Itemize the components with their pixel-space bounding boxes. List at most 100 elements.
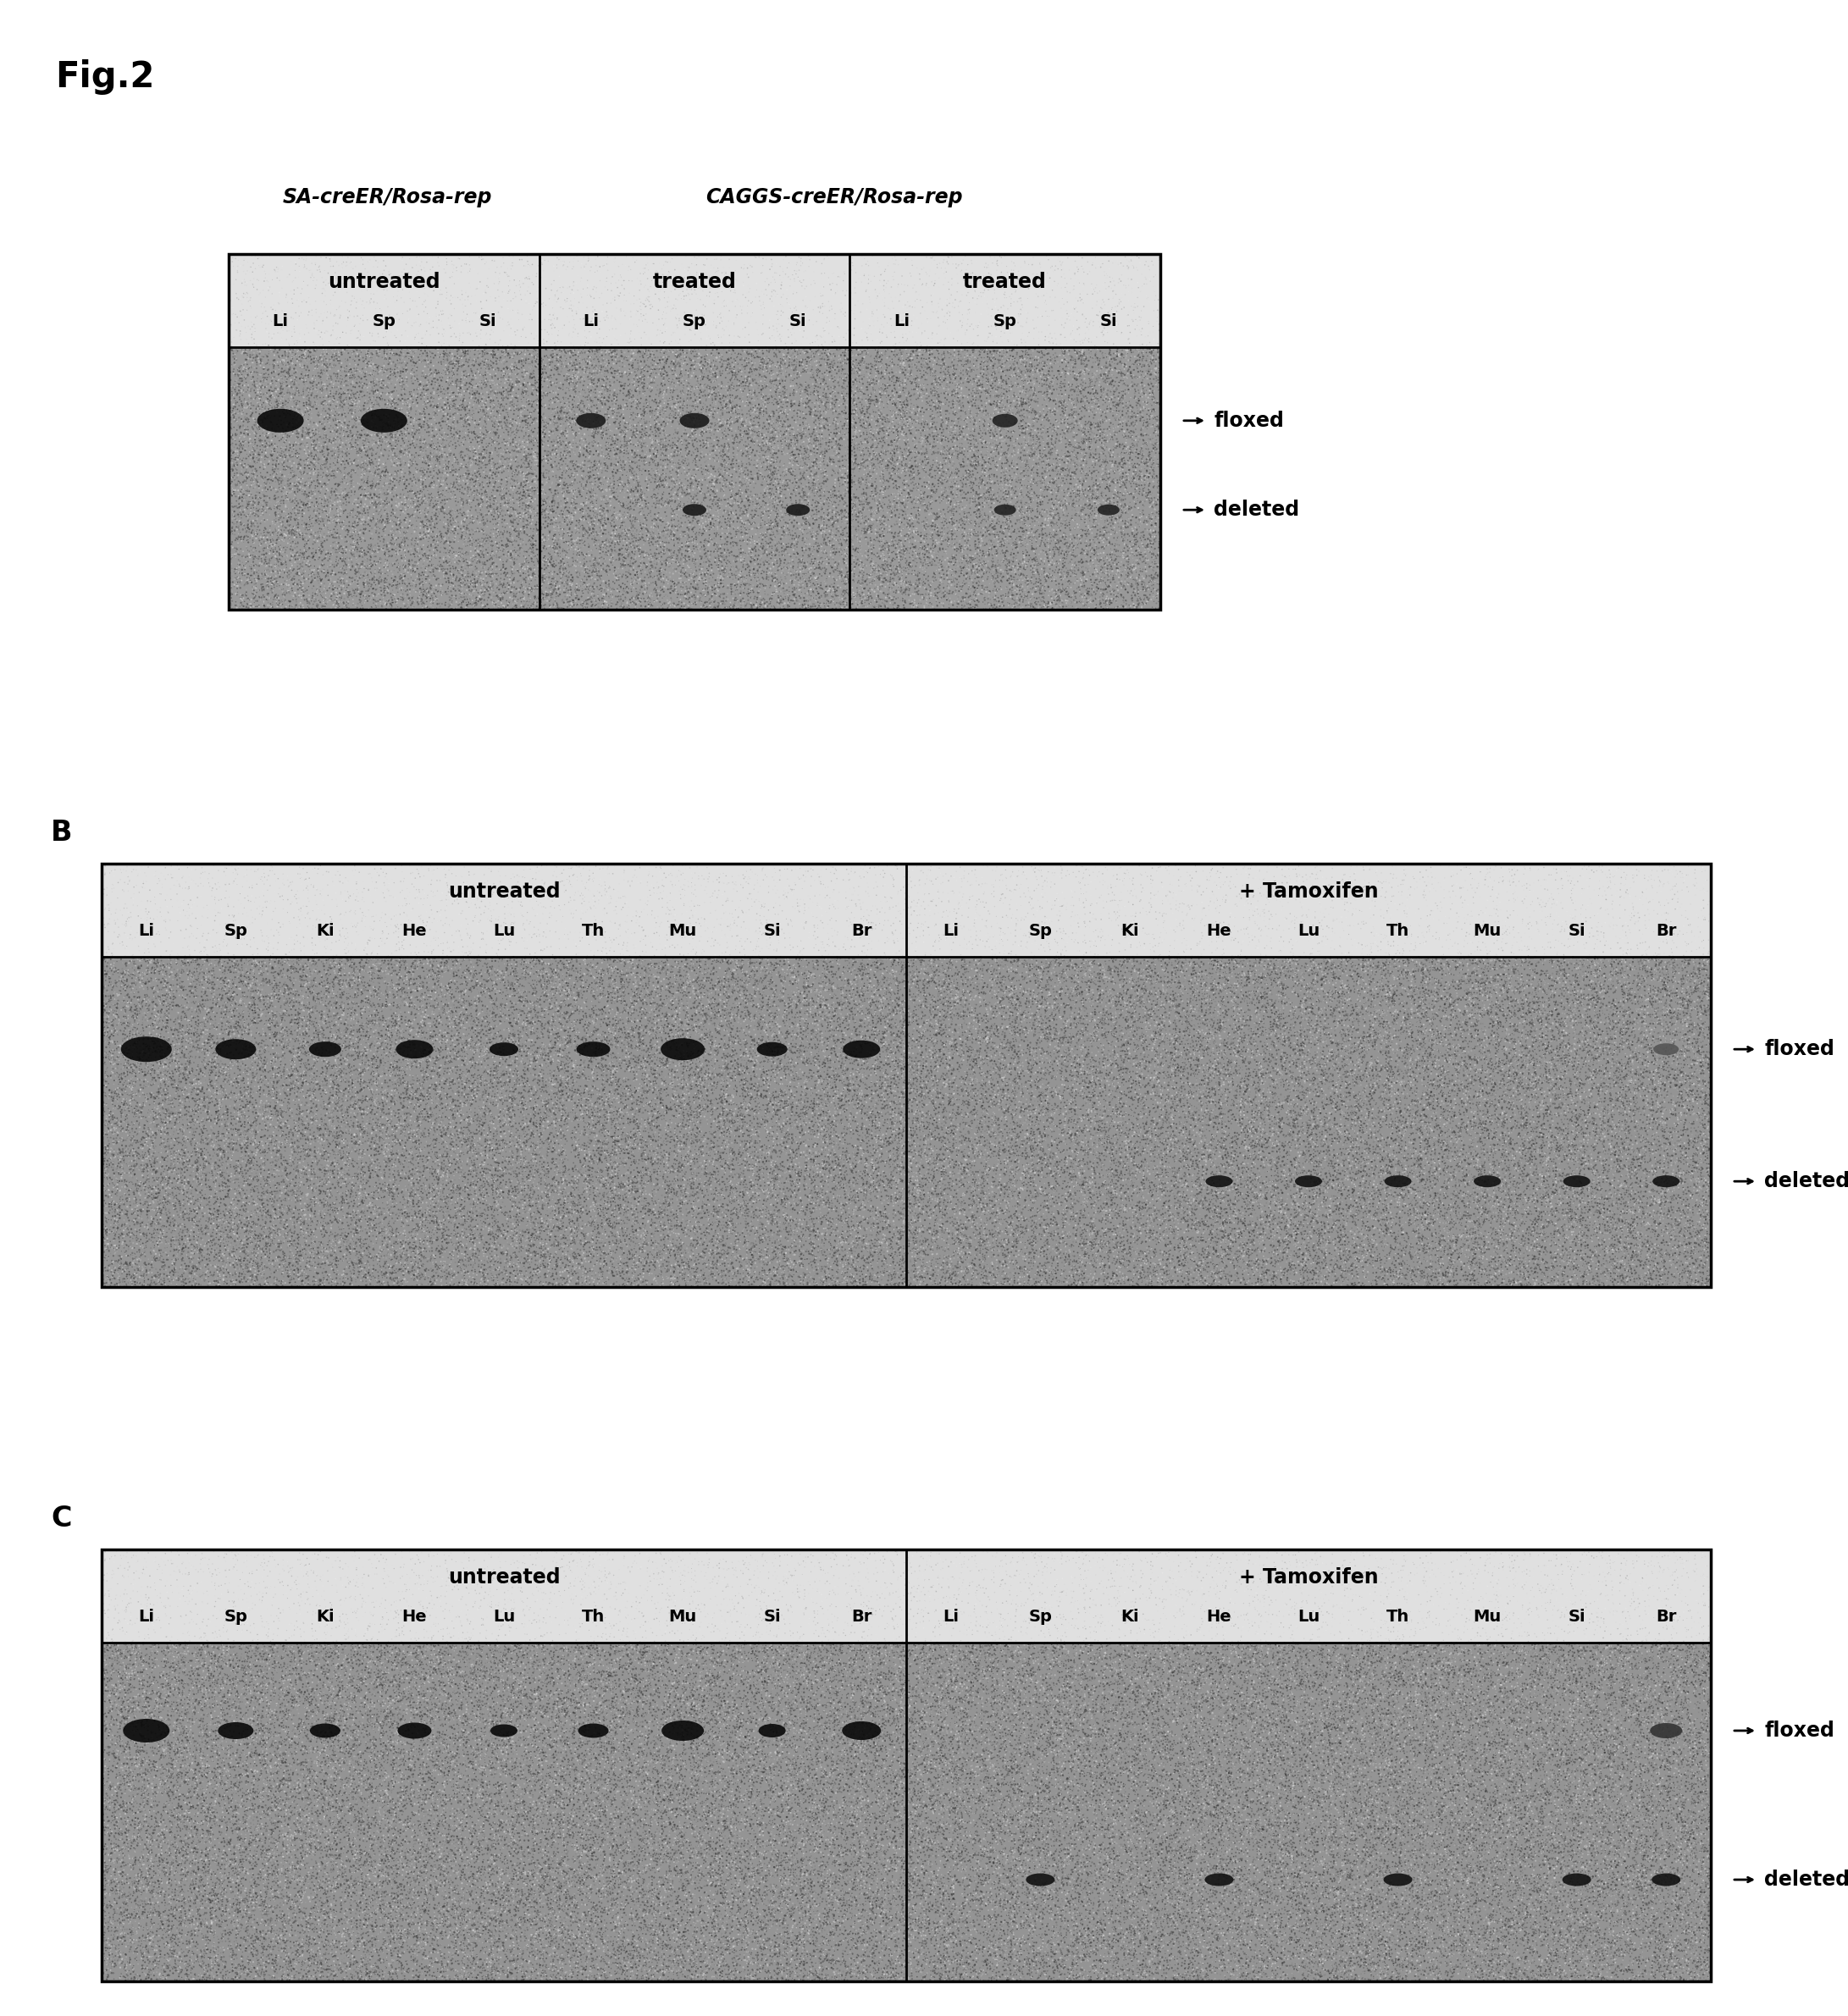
Point: [359, 389, 388, 421]
Point: [713, 1208, 743, 1240]
Point: [841, 1079, 870, 1111]
Point: [1186, 1175, 1216, 1208]
Point: [876, 345, 906, 377]
Point: [645, 355, 675, 387]
Point: [203, 1250, 233, 1282]
Point: [408, 1941, 438, 1974]
Point: [987, 361, 1016, 393]
Point: [1408, 1647, 1438, 1679]
Point: [1029, 351, 1059, 383]
Point: [1229, 1208, 1258, 1240]
Point: [1621, 1058, 1650, 1091]
Point: [822, 581, 852, 613]
Point: [1475, 972, 1504, 1004]
Point: [222, 1871, 251, 1903]
Point: [1107, 1931, 1137, 1964]
Point: [349, 1849, 379, 1881]
Point: [541, 1075, 571, 1107]
Point: [1312, 1238, 1342, 1270]
Point: [527, 401, 556, 433]
Point: [316, 1766, 346, 1798]
Point: [965, 1244, 994, 1276]
Point: [713, 1849, 743, 1881]
Point: [974, 1829, 1003, 1861]
Point: [1236, 1022, 1266, 1054]
Point: [1574, 1044, 1604, 1077]
Point: [1368, 1693, 1397, 1726]
Point: [935, 1014, 965, 1046]
Point: [830, 1742, 859, 1774]
Point: [364, 1244, 394, 1276]
Point: [708, 921, 737, 954]
Point: [298, 593, 327, 625]
Point: [246, 1917, 275, 1949]
Point: [1403, 1935, 1432, 1968]
Point: [996, 407, 1026, 439]
Point: [626, 496, 656, 528]
Point: [514, 867, 543, 899]
Point: [704, 1724, 734, 1756]
Point: [1140, 1901, 1170, 1933]
Point: [852, 1214, 881, 1246]
Point: [909, 1837, 939, 1869]
Point: [466, 1149, 495, 1181]
Point: [1087, 1814, 1116, 1847]
Point: [573, 1661, 602, 1693]
Point: [1179, 1185, 1209, 1218]
Point: [530, 966, 560, 998]
Point: [128, 1570, 157, 1603]
Point: [941, 411, 970, 444]
Point: [839, 478, 869, 510]
Point: [1318, 1778, 1347, 1810]
Point: [538, 1159, 567, 1191]
Point: [1044, 1722, 1074, 1754]
Point: [1149, 1758, 1179, 1790]
Point: [139, 1036, 168, 1068]
Point: [983, 1216, 1013, 1248]
Point: [244, 1151, 274, 1183]
Point: [628, 1208, 658, 1240]
Point: [1423, 998, 1453, 1030]
Point: [846, 1804, 876, 1837]
Point: [551, 458, 580, 490]
Point: [1508, 1647, 1538, 1679]
Point: [551, 268, 580, 300]
Point: [96, 1699, 126, 1732]
Point: [1074, 1681, 1103, 1714]
Point: [1077, 369, 1107, 401]
Point: [1096, 1181, 1125, 1214]
Point: [523, 1706, 553, 1738]
Point: [1092, 853, 1122, 885]
Point: [408, 1210, 438, 1242]
Point: [1007, 933, 1037, 966]
Point: [118, 1917, 148, 1949]
Point: [782, 1012, 811, 1044]
Point: [1046, 550, 1076, 583]
Point: [1336, 1945, 1366, 1978]
Point: [259, 429, 288, 462]
Point: [615, 1804, 645, 1837]
Point: [752, 556, 782, 589]
Point: [1623, 1770, 1652, 1802]
Point: [1523, 1820, 1552, 1853]
Point: [772, 1016, 802, 1048]
Point: [902, 1583, 931, 1615]
Point: [1042, 1240, 1072, 1272]
Point: [582, 403, 612, 435]
Point: [981, 1089, 1011, 1121]
Point: [1198, 1665, 1227, 1697]
Point: [305, 417, 334, 450]
Point: [1360, 954, 1390, 986]
Point: [872, 492, 902, 524]
Point: [567, 536, 597, 569]
Point: [1539, 1923, 1569, 1956]
Point: [765, 566, 795, 599]
Point: [776, 1744, 806, 1776]
Point: [979, 1135, 1009, 1167]
Point: [299, 1778, 329, 1810]
Point: [349, 581, 379, 613]
Point: [760, 1905, 789, 1937]
Point: [1471, 1708, 1501, 1740]
Point: [1667, 1157, 1696, 1189]
Point: [584, 970, 614, 1002]
